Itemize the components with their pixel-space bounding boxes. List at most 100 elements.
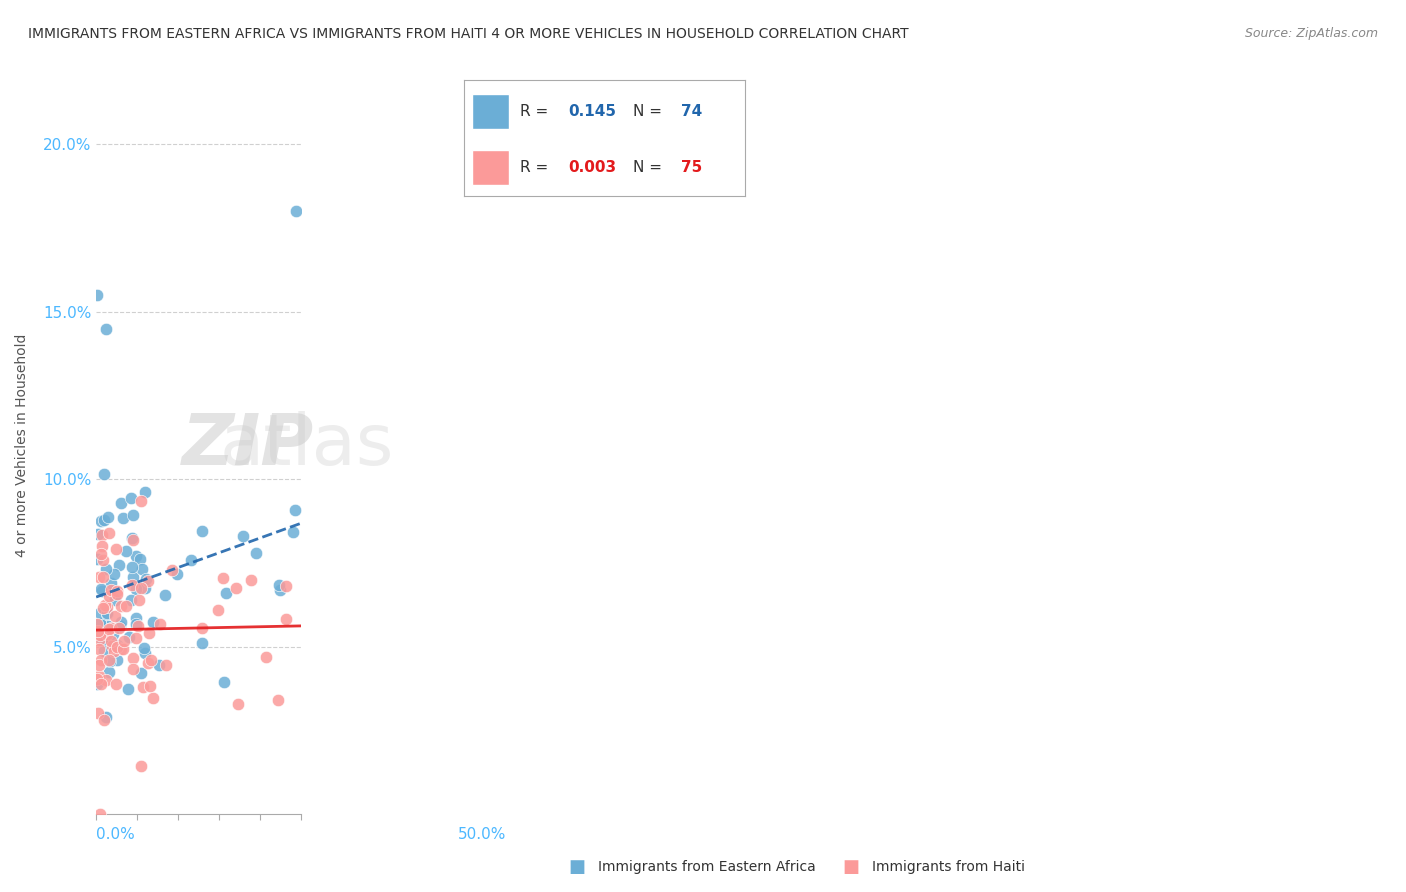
Point xyxy=(121,531,143,545)
Point xyxy=(148,657,170,672)
Point xyxy=(207,603,229,617)
Point xyxy=(232,529,254,543)
Point xyxy=(105,542,128,557)
Point xyxy=(125,631,148,645)
Point xyxy=(138,625,160,640)
Point xyxy=(105,639,128,653)
Point xyxy=(93,598,115,612)
Text: N =: N = xyxy=(633,160,666,175)
Point xyxy=(96,607,118,621)
Point xyxy=(129,759,152,773)
Point xyxy=(124,611,146,625)
Point xyxy=(86,288,108,302)
Point xyxy=(127,619,149,633)
Point xyxy=(100,576,122,591)
Point xyxy=(139,652,162,666)
Point xyxy=(104,609,127,624)
Point xyxy=(103,567,125,582)
Text: atlas: atlas xyxy=(219,411,394,480)
Point xyxy=(97,665,120,680)
Point xyxy=(96,599,118,614)
Point xyxy=(149,617,172,632)
Point xyxy=(117,682,139,697)
Text: 0.003: 0.003 xyxy=(568,160,616,175)
Point xyxy=(254,650,277,665)
Point xyxy=(98,637,121,651)
Point xyxy=(97,510,120,524)
Point xyxy=(101,639,124,653)
Point xyxy=(103,644,125,658)
Point xyxy=(112,633,135,648)
Point xyxy=(105,640,128,655)
Point xyxy=(108,621,131,635)
Point xyxy=(124,549,146,563)
Point xyxy=(212,571,235,585)
Text: ■: ■ xyxy=(568,858,585,876)
Y-axis label: 4 or more Vehicles in Household: 4 or more Vehicles in Household xyxy=(15,334,30,558)
Point xyxy=(267,578,290,592)
Point xyxy=(267,693,290,707)
Point xyxy=(131,562,153,576)
Point xyxy=(90,582,112,596)
Point xyxy=(93,644,115,658)
Point xyxy=(122,650,145,665)
Point xyxy=(90,677,112,691)
Point xyxy=(96,619,118,633)
Point xyxy=(86,618,108,632)
Point xyxy=(91,632,114,647)
Text: R =: R = xyxy=(520,104,554,120)
Point xyxy=(90,652,112,666)
Point xyxy=(90,547,112,561)
Point xyxy=(94,710,117,724)
Point xyxy=(191,621,214,635)
Point xyxy=(96,562,118,576)
Point xyxy=(89,669,111,683)
Point xyxy=(115,544,138,558)
Point xyxy=(284,503,307,517)
Point xyxy=(155,658,177,673)
Point xyxy=(120,593,142,607)
Text: 74: 74 xyxy=(681,104,702,120)
Point xyxy=(94,321,117,335)
Point xyxy=(136,574,159,588)
Point xyxy=(96,606,118,620)
Point xyxy=(91,601,114,615)
Point xyxy=(125,616,148,631)
Point xyxy=(91,570,114,584)
Point xyxy=(91,553,114,567)
Text: 0.0%: 0.0% xyxy=(96,827,135,842)
Point xyxy=(129,665,152,680)
Point xyxy=(90,528,112,542)
Text: ■: ■ xyxy=(842,858,859,876)
Point xyxy=(239,573,262,587)
Point xyxy=(191,636,214,650)
Point xyxy=(89,807,111,822)
Point xyxy=(87,657,110,672)
Point xyxy=(108,558,131,573)
Point xyxy=(139,679,162,693)
Text: Immigrants from Haiti: Immigrants from Haiti xyxy=(872,860,1025,874)
Point xyxy=(122,508,145,522)
Point xyxy=(100,620,122,634)
Point xyxy=(89,642,111,657)
Point xyxy=(274,612,297,626)
Point xyxy=(90,514,112,528)
Point xyxy=(122,533,145,547)
Point xyxy=(104,677,127,691)
Text: Immigrants from Eastern Africa: Immigrants from Eastern Africa xyxy=(598,860,815,874)
Point xyxy=(128,593,150,607)
Point xyxy=(118,630,141,644)
Point xyxy=(120,491,142,505)
Point xyxy=(110,495,132,509)
Point xyxy=(94,673,117,687)
Point xyxy=(87,569,110,583)
Point xyxy=(142,691,165,706)
Text: 0.145: 0.145 xyxy=(568,104,616,120)
Text: N =: N = xyxy=(633,104,666,120)
Point xyxy=(105,587,128,601)
Point xyxy=(269,583,291,598)
Text: ZIP: ZIP xyxy=(183,411,315,480)
Point xyxy=(191,524,214,539)
Point xyxy=(89,616,111,631)
Point xyxy=(114,599,136,614)
